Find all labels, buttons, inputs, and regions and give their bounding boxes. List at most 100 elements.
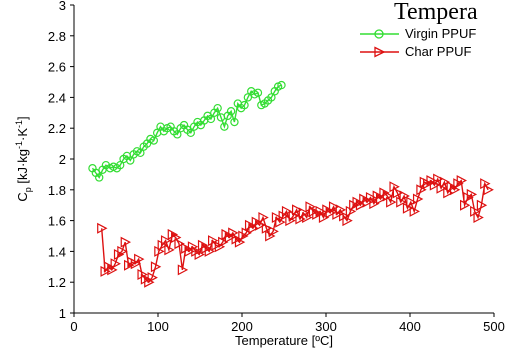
series-1-point-84 bbox=[379, 187, 390, 199]
series-line-0 bbox=[91, 84, 282, 179]
series-1-point-82 bbox=[372, 190, 384, 202]
x-tick-label-3: 300 bbox=[315, 319, 337, 334]
series-1-point-72 bbox=[339, 210, 350, 222]
series-1-point-29 bbox=[194, 248, 205, 260]
series-0-point-11 bbox=[126, 156, 135, 165]
series-1-point-20 bbox=[164, 244, 175, 256]
series-1-point-58 bbox=[292, 204, 303, 216]
series-1-point-6 bbox=[117, 245, 128, 257]
y-tick-label-4: 1.8 bbox=[48, 183, 66, 198]
series-1-point-42 bbox=[238, 230, 249, 242]
series-1-point-15 bbox=[147, 272, 158, 284]
y-tick-label-7: 2.4 bbox=[48, 90, 66, 105]
series-0-point-8 bbox=[115, 160, 125, 170]
series-1-point-23 bbox=[174, 238, 185, 250]
x-tick-label-4: 400 bbox=[399, 319, 421, 334]
series-1-point-26 bbox=[184, 245, 195, 257]
series-1-point-14 bbox=[144, 276, 155, 288]
x-axis-label: Temperature [ºC] bbox=[235, 333, 333, 348]
series-1-point-47 bbox=[255, 219, 266, 231]
x-tick-label-5: 500 bbox=[483, 319, 505, 334]
series-1-point-109 bbox=[463, 192, 474, 203]
series-1-point-107 bbox=[456, 175, 468, 187]
series-1-point-102 bbox=[439, 176, 451, 188]
series-1-point-62 bbox=[305, 201, 316, 213]
series-0-point-18 bbox=[149, 136, 158, 145]
series-0-point-14 bbox=[136, 148, 145, 158]
series-1-point-10 bbox=[130, 258, 142, 270]
series-0-point-29 bbox=[186, 128, 195, 138]
series-1-point-19 bbox=[160, 235, 172, 247]
series-1-point-92 bbox=[406, 196, 417, 208]
series-0-point-2 bbox=[94, 173, 104, 182]
x-ticks: 0 100 200 300 400 500 bbox=[70, 313, 505, 334]
series-0-point-25 bbox=[173, 130, 182, 139]
series-1-point-55 bbox=[281, 205, 293, 217]
series-1-point-40 bbox=[231, 233, 242, 245]
series-1-point-108 bbox=[460, 199, 471, 211]
series-1-point-33 bbox=[208, 235, 219, 247]
series-0-point-53 bbox=[267, 93, 276, 102]
y-tick-label-1: 1.2 bbox=[48, 275, 66, 290]
series-0-point-35 bbox=[206, 114, 216, 124]
series-1-point-28 bbox=[191, 245, 202, 257]
series-1-point-8 bbox=[123, 259, 135, 271]
y-tick-label-0: 1 bbox=[59, 306, 66, 321]
series-1-point-90 bbox=[399, 190, 410, 202]
chart-title: Tempera bbox=[394, 0, 478, 25]
series-1-point-113 bbox=[476, 199, 488, 211]
series-1-point-94 bbox=[412, 193, 424, 205]
legend: Virgin PPUF Char PPUF bbox=[360, 26, 476, 59]
y-tick-label-9: 2.8 bbox=[48, 29, 66, 44]
y-tick-label-6: 2.2 bbox=[48, 121, 66, 136]
series-1-point-2 bbox=[103, 261, 115, 273]
series-1-point-51 bbox=[268, 225, 279, 237]
series-1-point-21 bbox=[167, 228, 179, 240]
series-1-point-32 bbox=[204, 245, 216, 257]
series-1-point-112 bbox=[473, 212, 484, 224]
series-1-point-64 bbox=[312, 208, 323, 220]
series-1-point-12 bbox=[137, 269, 148, 280]
series-1-point-25 bbox=[181, 242, 192, 254]
series-1-point-38 bbox=[224, 232, 236, 244]
series-1-point-78 bbox=[359, 193, 370, 205]
series-1-point-98 bbox=[426, 175, 437, 187]
series-0-point-37 bbox=[213, 103, 222, 113]
y-tick-label-3: 1.6 bbox=[48, 214, 66, 229]
x-tick-label-0: 0 bbox=[70, 319, 77, 334]
series-1-point-56 bbox=[285, 215, 296, 227]
y-tick-label-8: 2.6 bbox=[48, 60, 66, 75]
y-axis-label: Cp [kJ·kg-1·K-1] bbox=[14, 116, 33, 201]
series-1-point-35 bbox=[214, 241, 226, 253]
series-1-point-44 bbox=[244, 219, 256, 231]
series-1-point-104 bbox=[446, 181, 457, 193]
series-1-point-48 bbox=[258, 212, 269, 224]
series-1-point-37 bbox=[221, 228, 232, 240]
series-1-point-54 bbox=[278, 210, 289, 222]
series-1-point-86 bbox=[386, 196, 397, 208]
series-1-point-97 bbox=[423, 178, 434, 190]
series-1-point-73 bbox=[342, 215, 353, 227]
series-1-point-88 bbox=[392, 187, 404, 199]
x-tick-label-2: 200 bbox=[231, 319, 253, 334]
series-1-point-69 bbox=[328, 201, 340, 213]
series-1-point-50 bbox=[265, 230, 276, 242]
series-1-point-4 bbox=[110, 258, 121, 270]
x-tick-label-1: 100 bbox=[147, 319, 169, 334]
series-0-point-42 bbox=[230, 117, 239, 127]
series-1-point-75 bbox=[349, 199, 360, 211]
series-1-point-49 bbox=[261, 222, 273, 234]
legend-label-char: Char PPUF bbox=[405, 44, 472, 59]
y-tick-label-2: 1.4 bbox=[48, 244, 66, 259]
series-1-point-16 bbox=[150, 261, 162, 273]
series-1-point-115 bbox=[483, 184, 494, 196]
series-0-point-41 bbox=[226, 107, 236, 116]
y-ticks: 1 1.2 1.4 1.6 1.8 2 2.2 2.4 2.6 2.8 3 bbox=[48, 0, 74, 321]
series-1-point-110 bbox=[466, 188, 478, 200]
series-1-point-30 bbox=[197, 239, 209, 251]
series-0-point-56 bbox=[277, 80, 286, 90]
legend-marker-virgin bbox=[374, 29, 384, 39]
series-1-point-52 bbox=[271, 212, 283, 224]
series-0-point-39 bbox=[220, 122, 229, 131]
series-1-point-100 bbox=[433, 173, 444, 185]
